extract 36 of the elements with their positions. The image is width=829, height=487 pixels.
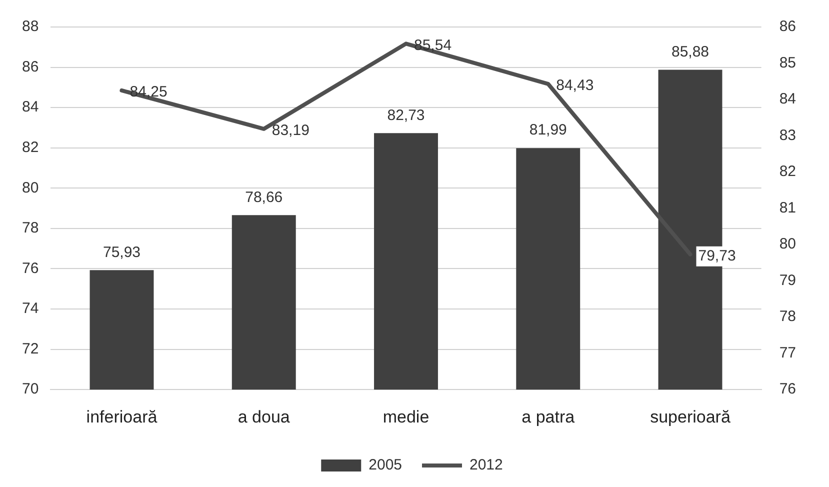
y2-tick-label: 79 [779, 272, 796, 289]
x-tick-label: superioară [650, 407, 731, 426]
data-label: 82,73 [387, 106, 425, 124]
y2-tick-label: 85 [779, 54, 796, 72]
x-tick-label: medie [382, 407, 430, 426]
y-tick-label: 70 [22, 380, 39, 398]
data-label: 85,88 [671, 43, 710, 60]
y-tick-label: 82 [22, 139, 39, 156]
y2-tick-label: 81 [779, 199, 796, 216]
y-tick-label: 74 [22, 300, 39, 318]
y2-tick-label: 84 [779, 90, 796, 108]
x-tick-label: a doua [238, 407, 290, 426]
legend-label: 2012 [470, 456, 503, 474]
y2-tick-label: 83 [779, 126, 796, 144]
data-label: 79,73 [698, 247, 736, 264]
data-label: 78,66 [245, 188, 283, 206]
y2-tick-label: 80 [779, 236, 796, 253]
y2-tick-label: 86 [779, 18, 796, 36]
y-tick-label: 86 [22, 58, 39, 76]
y-tick-label: 78 [22, 220, 39, 237]
legend-label: 2005 [368, 456, 402, 474]
y-tick-label: 80 [22, 179, 39, 196]
y2-tick-label: 77 [779, 344, 796, 362]
data-label: 83,19 [272, 122, 310, 140]
y-tick-label: 72 [22, 340, 39, 358]
y2-tick-label: 78 [779, 308, 796, 326]
y2-tick-label: 76 [779, 380, 796, 398]
y-tick-label: 84 [22, 98, 39, 116]
data-label: 81,99 [529, 122, 567, 139]
data-label: 84,43 [556, 77, 594, 94]
y-tick-label: 76 [22, 260, 39, 277]
y2-tick-label: 82 [779, 163, 796, 180]
x-tick-label: inferioară [86, 407, 158, 426]
y-tick-label: 88 [22, 18, 39, 36]
x-tick-label: a patra [522, 407, 576, 426]
data-label: 75,93 [102, 244, 141, 261]
